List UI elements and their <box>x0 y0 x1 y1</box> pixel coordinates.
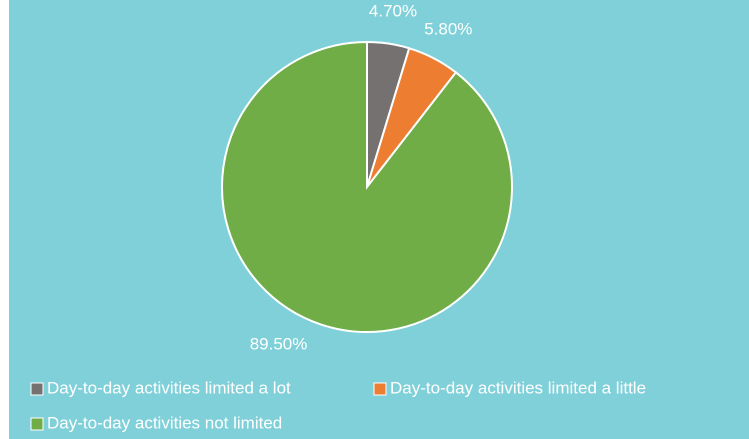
legend-swatch <box>373 382 387 396</box>
legend-swatch <box>30 382 44 396</box>
legend-label: Day-to-day activities not limited <box>47 413 282 432</box>
legend-label: Day-to-day activities limited a lot <box>47 378 291 397</box>
pie-slice <box>221 40 513 333</box>
legend-label: Day-to-day activities limited a little <box>390 378 646 397</box>
legend-swatch <box>30 417 44 431</box>
data-label: 89.50% <box>250 335 308 354</box>
pie: 4.70% 5.80% 89.50% <box>221 2 513 354</box>
data-label: 4.70% <box>369 2 417 21</box>
data-label: 5.80% <box>424 19 472 38</box>
legend: Day-to-day activities limited a lot Day-t… <box>30 378 646 432</box>
